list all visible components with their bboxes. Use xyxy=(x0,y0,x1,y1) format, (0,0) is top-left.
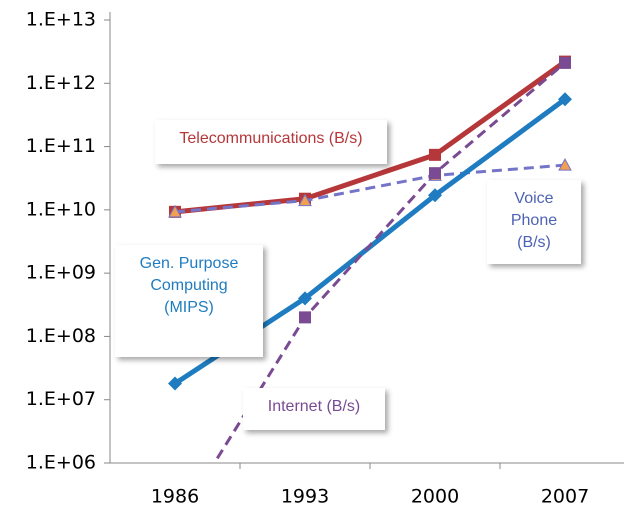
x-tick-label: 1993 xyxy=(281,486,329,508)
point-marker xyxy=(299,311,311,324)
y-tick-label: 1.E+13 xyxy=(26,9,96,31)
x-tick-label: 1986 xyxy=(151,486,199,508)
y-tick-label: 1.E+09 xyxy=(26,262,96,284)
series-line xyxy=(212,61,566,463)
y-tick-label: 1.E+12 xyxy=(26,72,96,94)
series-label: Voice Phone (B/s) xyxy=(487,180,581,264)
series-label: Internet (B/s) xyxy=(243,388,385,430)
point-marker xyxy=(558,158,572,171)
point-marker xyxy=(559,56,571,69)
point-marker xyxy=(429,148,441,161)
y-tick-label: 1.E+07 xyxy=(26,388,96,410)
y-tick-label: 1.E+06 xyxy=(26,452,96,474)
series-label: Gen. Purpose Computing (MIPS) xyxy=(115,245,263,357)
series-label: Telecommunications (B/s) xyxy=(155,120,387,164)
x-tick-label: 2000 xyxy=(411,486,459,508)
point-marker xyxy=(298,193,312,207)
plot-area xyxy=(168,55,572,463)
point-marker xyxy=(428,188,442,203)
series-line xyxy=(174,163,566,214)
y-tick-label: 1.E+11 xyxy=(26,135,96,157)
point-marker xyxy=(168,204,182,218)
y-tick-label: 1.E+10 xyxy=(26,198,96,220)
point-marker xyxy=(429,167,441,180)
point-marker xyxy=(558,92,572,107)
y-tick-label: 1.E+08 xyxy=(26,325,96,347)
point-marker xyxy=(298,291,312,306)
point-marker xyxy=(168,376,182,391)
x-tick-label: 2007 xyxy=(541,486,589,508)
